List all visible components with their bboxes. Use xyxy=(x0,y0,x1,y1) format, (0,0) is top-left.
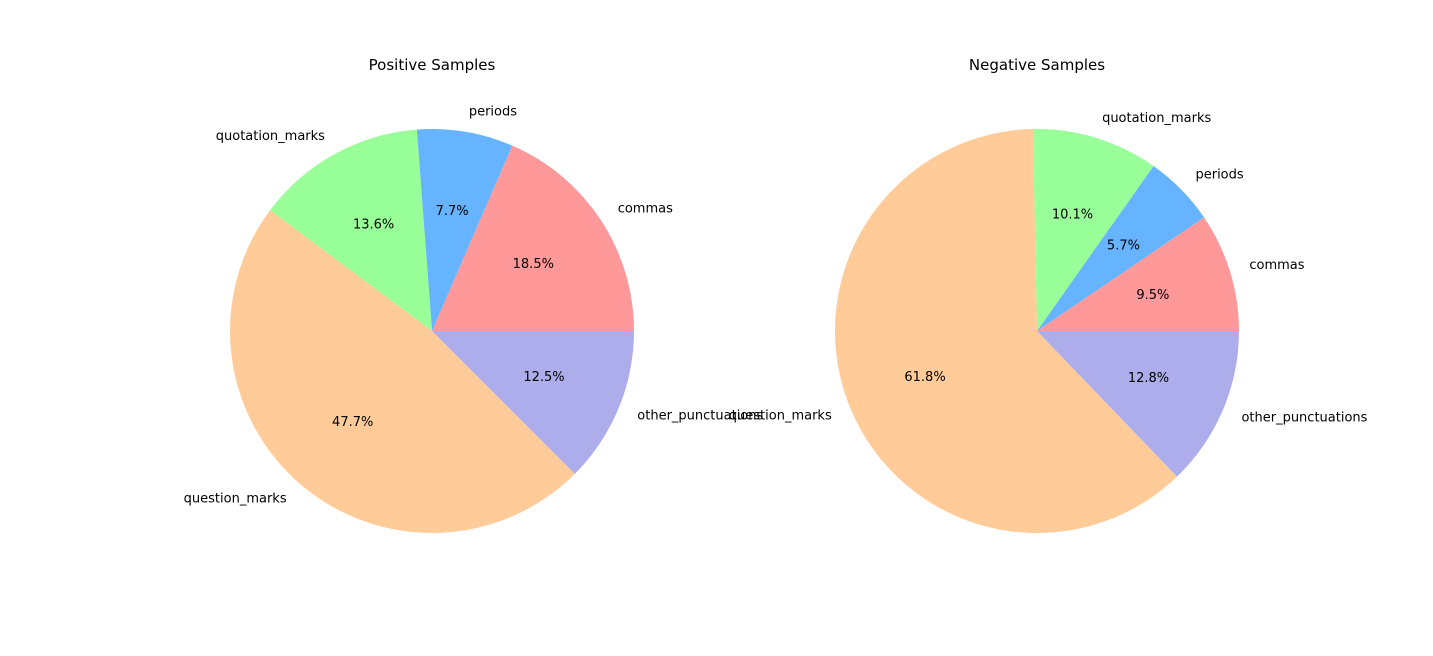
pie-slice-periods xyxy=(1037,165,1205,331)
percent-label-question-marks: 47.7% xyxy=(332,415,373,430)
slice-label-quotation-marks: quotation_marks xyxy=(216,129,325,144)
pie-labels: commas 18.5% periods 7.7% quotation_marks 13.… xyxy=(184,104,764,506)
pie-labels: commas 9.5% periods 5.7% quotation_marks 10.1… xyxy=(729,111,1368,426)
pie-slice-other-punctuations xyxy=(432,331,634,474)
pie-chart-negative-samples: Negative Samples commas 9.5% periods 5.7% qu… xyxy=(729,56,1368,533)
percent-label-other-punctuations: 12.5% xyxy=(523,370,564,385)
pie-slices xyxy=(834,129,1239,533)
pie-slice-quotation-marks xyxy=(1032,129,1154,331)
chart-title: Negative Samples xyxy=(969,56,1105,74)
pie-slices xyxy=(230,129,634,533)
slice-label-commas: commas xyxy=(618,202,673,217)
pie-slice-commas xyxy=(432,145,634,331)
slice-label-periods: periods xyxy=(1195,168,1243,183)
percent-label-question-marks: 61.8% xyxy=(904,370,945,385)
percent-label-quotation-marks: 10.1% xyxy=(1052,208,1093,223)
pie-slice-commas xyxy=(1037,217,1239,331)
percent-label-quotation-marks: 13.6% xyxy=(353,217,394,232)
slice-label-commas: commas xyxy=(1249,258,1304,273)
percent-label-periods: 7.7% xyxy=(436,204,469,219)
slice-label-question-marks: question_marks xyxy=(729,409,832,424)
pie-slice-other-punctuations xyxy=(1037,331,1239,477)
pie-slice-quotation-marks xyxy=(270,129,432,331)
pie-slice-question-marks xyxy=(230,210,575,533)
slice-label-periods: periods xyxy=(469,104,517,119)
slice-label-question-marks: question_marks xyxy=(184,492,287,507)
percent-label-commas: 18.5% xyxy=(513,257,554,272)
percent-label-periods: 5.7% xyxy=(1107,239,1140,254)
slice-label-other-punctuations: other_punctuations xyxy=(1241,411,1367,426)
slice-label-other-punctuations: other_punctuations xyxy=(637,409,763,424)
pie-slice-question-marks xyxy=(834,129,1178,533)
slice-label-quotation-marks: quotation_marks xyxy=(1102,111,1211,126)
percent-label-commas: 9.5% xyxy=(1136,288,1169,303)
pie-chart-positive-samples: Positive Samples commas 18.5% periods 7.7% q… xyxy=(184,56,764,533)
chart-title: Positive Samples xyxy=(369,56,496,74)
percent-label-other-punctuations: 12.8% xyxy=(1128,371,1169,386)
pie-slice-periods xyxy=(416,129,513,331)
